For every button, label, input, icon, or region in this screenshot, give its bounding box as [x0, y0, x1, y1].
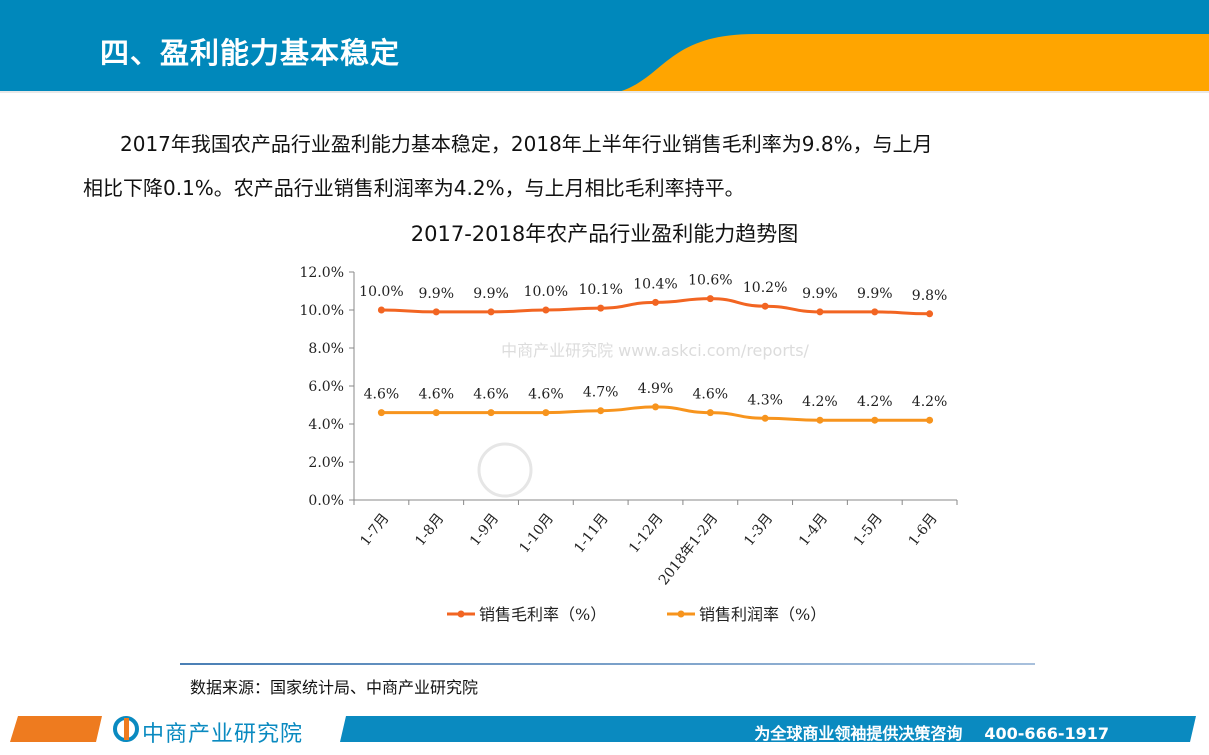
data-point [816, 308, 824, 316]
data-point [597, 304, 605, 312]
data-label: 9.9% [802, 286, 838, 302]
header-banner [0, 0, 1209, 93]
footer-blue-block [340, 716, 1196, 742]
x-tick-label: 1-10月 [516, 511, 557, 557]
data-label: 10.6% [688, 273, 732, 289]
divider [180, 663, 1035, 665]
x-tick-label: 1-6月 [906, 511, 941, 550]
data-point [926, 310, 934, 318]
legend-marker [457, 610, 465, 618]
data-label: 4.9% [638, 381, 674, 397]
data-point [816, 416, 824, 424]
footer-slogan: 为全球商业领袖提供决策咨询 400-666-1917 [754, 720, 1109, 744]
y-tick-label: 6.0% [308, 379, 344, 395]
y-tick-label: 12.0% [300, 265, 344, 281]
data-label: 10.0% [524, 284, 568, 300]
data-point [871, 308, 879, 316]
body-text-line-1: 2017年我国农产品行业盈利能力基本稳定，2018年上半年行业销售毛利率为9.8… [120, 132, 933, 156]
header-orange-wave [615, 34, 1209, 93]
x-tick-label: 1-3月 [741, 511, 776, 550]
y-tick-label: 4.0% [308, 417, 344, 433]
data-point [377, 306, 385, 314]
data-point [487, 409, 495, 417]
x-tick-label: 1-9月 [467, 511, 502, 550]
data-label: 4.2% [912, 394, 948, 410]
data-label: 9.9% [418, 286, 454, 302]
data-source: 数据来源：国家统计局、中商产业研究院 [190, 678, 479, 697]
y-tick-label: 10.0% [300, 303, 344, 319]
data-label: 4.2% [802, 394, 838, 410]
data-label: 10.0% [359, 284, 403, 300]
footer-orange-block [10, 716, 102, 742]
data-label: 9.8% [912, 288, 948, 304]
data-point [487, 308, 495, 316]
data-point [652, 298, 659, 306]
data-label: 10.4% [633, 276, 677, 292]
x-tick-label: 1-12月 [626, 511, 667, 557]
data-point [652, 403, 659, 411]
logo-text: 中商产业研究院 [142, 722, 304, 747]
y-tick-label: 8.0% [308, 341, 344, 357]
watermark-logo-icon [477, 442, 533, 498]
data-label: 4.3% [747, 392, 783, 408]
data-label: 10.2% [743, 280, 787, 296]
watermark: 中商产业研究院 www.askci.com/reports/ [501, 341, 809, 360]
x-tick-label: 1-7月 [357, 511, 392, 550]
data-label: 4.6% [364, 387, 400, 403]
data-point [542, 409, 550, 417]
phone-number: 400-666-1917 [984, 724, 1109, 743]
data-label: 9.9% [857, 286, 893, 302]
legend-label: 销售毛利率（%） [479, 605, 606, 624]
data-label: 4.6% [528, 387, 564, 403]
data-point [377, 409, 385, 417]
data-point [432, 409, 440, 417]
logo-icon [113, 716, 139, 742]
header-underline [0, 91, 1209, 93]
x-tick-label: 1-8月 [412, 511, 447, 550]
data-point [597, 407, 605, 415]
data-label: 9.9% [473, 286, 509, 302]
line-chart: 中商产业研究院 www.askci.com/reports/0.0% 2.0% 4.… [300, 265, 958, 624]
data-label: 4.6% [473, 387, 509, 403]
data-label: 10.1% [578, 282, 622, 298]
data-point [761, 302, 769, 310]
data-point [706, 295, 714, 303]
data-point [432, 308, 440, 316]
slogan-text: 为全球商业领袖提供决策咨询 [754, 724, 963, 743]
data-point [761, 414, 769, 422]
legend-label: 销售利润率（%） [699, 605, 826, 624]
data-point [706, 409, 714, 417]
page-title: 四、盈利能力基本稳定 [100, 36, 401, 70]
data-label: 4.2% [857, 394, 893, 410]
x-tick-label: 1-11月 [571, 511, 612, 557]
data-label: 4.6% [418, 387, 454, 403]
x-tick-label: 1-5月 [851, 511, 886, 550]
data-label: 4.6% [693, 387, 729, 403]
data-point [871, 416, 879, 424]
data-label: 4.7% [583, 385, 619, 401]
x-tick-label: 1-4月 [796, 511, 831, 550]
x-tick-label: 2018年1-2月 [656, 511, 722, 589]
footer-bar [10, 716, 1196, 742]
data-point [926, 416, 934, 424]
legend-marker [677, 610, 685, 618]
y-tick-label: 2.0% [308, 455, 344, 471]
body-text-line-2: 相比下降0.1%。农产品行业销售利润率为4.2%，与上月相比毛利率持平。 [83, 176, 745, 200]
chart-title: 2017-2018年农产品行业盈利能力趋势图 [410, 222, 799, 246]
y-tick-label: 0.0% [308, 493, 344, 509]
data-point [542, 306, 550, 314]
